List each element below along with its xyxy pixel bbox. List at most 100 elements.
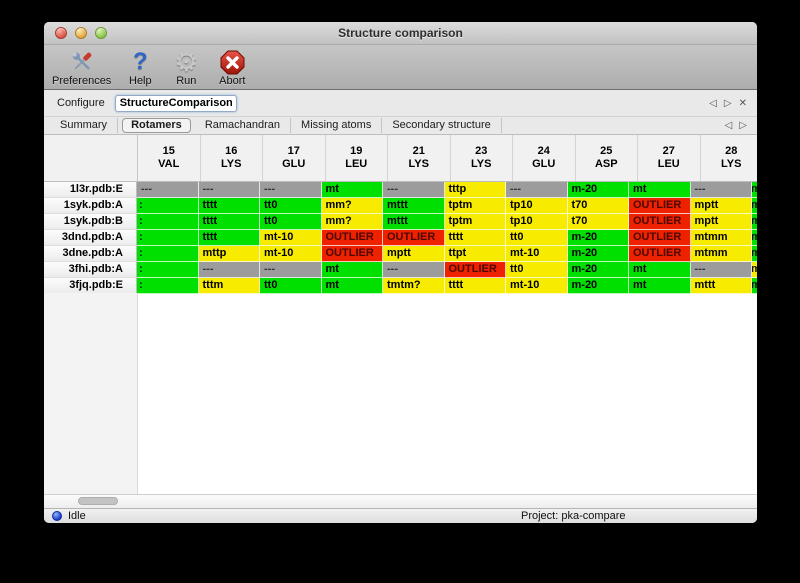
rotamer-cell[interactable]: OUTLIER	[321, 230, 383, 246]
rotamer-cell[interactable]: mttp	[198, 246, 260, 262]
rotamer-cell[interactable]: mt	[629, 182, 691, 198]
rotamer-cell[interactable]: tptm	[444, 198, 506, 214]
tab-ramachandran[interactable]: Ramachandran	[195, 118, 292, 133]
column-header[interactable]: 16 LYS	[201, 135, 263, 181]
close-window-button[interactable]	[55, 27, 67, 39]
rotamer-cell[interactable]: tttt	[444, 278, 506, 294]
next-config-button[interactable]: ▷	[723, 97, 732, 109]
rotamer-cell[interactable]: m-20	[567, 246, 629, 262]
row-header[interactable]: 3dnd.pdb:A	[44, 230, 137, 246]
column-header[interactable]: 25 ASP	[576, 135, 638, 181]
rotamer-cell[interactable]: tt0	[506, 262, 568, 278]
help-button[interactable]: ? Help	[123, 49, 157, 88]
column-header[interactable]: 17 GLU	[263, 135, 326, 181]
configure-name-input[interactable]	[114, 94, 237, 112]
rotamer-cell[interactable]: :	[137, 262, 199, 278]
rotamer-cell[interactable]: OUTLIER	[321, 246, 383, 262]
tab-missing-atoms[interactable]: Missing atoms	[291, 118, 383, 133]
rotamer-cell[interactable]: mt	[629, 262, 691, 278]
rotamer-cell[interactable]: OUTLIER	[629, 246, 691, 262]
rotamer-cell[interactable]: mt-10	[506, 246, 568, 262]
column-header[interactable]: 24 GLU	[513, 135, 576, 181]
column-header[interactable]: 23 LYS	[451, 135, 513, 181]
row-header[interactable]: 1syk.pdb:A	[44, 198, 137, 214]
rotamer-cell[interactable]: ---	[690, 262, 752, 278]
rotamer-cell[interactable]: mt-10	[506, 278, 568, 294]
minimize-window-button[interactable]	[75, 27, 87, 39]
rotamer-cell[interactable]: mm?	[321, 198, 383, 214]
tab-summary[interactable]: Summary	[50, 118, 119, 133]
column-header[interactable]: 28 LYS	[701, 135, 758, 181]
rotamer-cell[interactable]: tttt	[198, 230, 260, 246]
rotamer-cell[interactable]: m-20	[567, 230, 629, 246]
rotamer-cell[interactable]: mt-10	[260, 230, 322, 246]
zoom-window-button[interactable]	[95, 27, 107, 39]
rotamer-cell[interactable]: ---	[383, 182, 445, 198]
tab-rotamers[interactable]: Rotamers	[122, 118, 191, 133]
rotamer-cell[interactable]: OUTLIER	[629, 230, 691, 246]
rotamer-cell[interactable]: OUTLIER	[629, 214, 691, 230]
rotamer-cell[interactable]: mt-10	[260, 246, 322, 262]
row-header[interactable]: 1syk.pdb:B	[44, 214, 137, 230]
rotamer-cell[interactable]: ---	[690, 182, 752, 198]
rotamer-cell[interactable]: :	[137, 278, 199, 294]
rotamer-cell[interactable]: mt	[321, 182, 383, 198]
horizontal-scrollbar[interactable]	[44, 494, 757, 508]
rotamer-cell[interactable]: tptm	[444, 214, 506, 230]
rotamer-cell[interactable]: tt0	[260, 198, 322, 214]
column-header[interactable]: 21 LYS	[388, 135, 451, 181]
rotamer-cell[interactable]: tt0	[260, 278, 322, 294]
rotamer-cell[interactable]: :	[137, 214, 199, 230]
rotamer-cell[interactable]: ---	[383, 262, 445, 278]
rotamer-cell[interactable]: OUTLIER	[383, 230, 445, 246]
rotamer-cell[interactable]: OUTLIER	[629, 198, 691, 214]
column-header[interactable]: 19 LEU	[326, 135, 388, 181]
rotamer-cell[interactable]: tt0	[506, 230, 568, 246]
rotamer-cell[interactable]: mt	[629, 278, 691, 294]
abort-button[interactable]: Abort	[215, 49, 249, 87]
rotamer-cell[interactable]: t70	[567, 214, 629, 230]
rotamer-cell[interactable]: m-20	[567, 278, 629, 294]
column-header[interactable]: 15 VAL	[138, 135, 201, 181]
prev-tab-button[interactable]: ◁	[724, 120, 733, 131]
rotamer-cell[interactable]: tt0	[260, 214, 322, 230]
rotamer-cell[interactable]: tmtm?	[383, 278, 445, 294]
rotamer-cell[interactable]: :	[137, 246, 199, 262]
rotamer-cell[interactable]: tp10	[506, 214, 568, 230]
rotamer-cell[interactable]: tttt	[444, 230, 506, 246]
row-header[interactable]: 1l3r.pdb:E	[44, 182, 137, 198]
rotamer-cell[interactable]: ---	[198, 182, 260, 198]
rotamer-cell[interactable]: ---	[506, 182, 568, 198]
tab-secondary-structure[interactable]: Secondary structure	[382, 118, 502, 133]
rotamer-cell[interactable]: tttt	[198, 214, 260, 230]
rotamer-cell[interactable]: mttt	[690, 278, 752, 294]
row-header[interactable]: 3fjq.pdb:E	[44, 278, 137, 294]
row-header[interactable]: 3fhi.pdb:A	[44, 262, 137, 278]
rotamer-cell[interactable]: mptt	[690, 198, 752, 214]
rotamer-cell[interactable]: ---	[137, 182, 199, 198]
run-button[interactable]: ⚙ Run	[169, 49, 203, 88]
rotamer-cell[interactable]: tttm	[198, 278, 260, 294]
rotamer-cell[interactable]: mm?	[321, 214, 383, 230]
column-header[interactable]: 27 LEU	[638, 135, 701, 181]
rotamer-cell[interactable]: t70	[567, 198, 629, 214]
rotamer-cell[interactable]: mtmm	[690, 230, 752, 246]
rotamer-cell[interactable]: mptt	[690, 214, 752, 230]
rotamer-cell[interactable]: ttpt	[444, 246, 506, 262]
rotamer-cell[interactable]: m-20	[567, 262, 629, 278]
rotamer-cell[interactable]: ---	[260, 182, 322, 198]
rotamer-cell[interactable]: mtmm	[690, 246, 752, 262]
close-config-button[interactable]: ✕	[738, 97, 747, 109]
rotamer-cell[interactable]: ---	[198, 262, 260, 278]
rotamer-cell[interactable]: mttt	[383, 214, 445, 230]
rotamer-cell[interactable]: mttt	[383, 198, 445, 214]
row-header[interactable]: 3dne.pdb:A	[44, 246, 137, 262]
rotamer-cell[interactable]: mt	[321, 262, 383, 278]
rotamer-cell[interactable]: m-20	[567, 182, 629, 198]
rotamer-cell[interactable]: :	[137, 230, 199, 246]
rotamer-cell[interactable]: tttp	[444, 182, 506, 198]
rotamer-cell[interactable]: mptt	[383, 246, 445, 262]
rotamer-cell[interactable]: OUTLIER	[444, 262, 506, 278]
prev-config-button[interactable]: ◁	[709, 97, 717, 109]
next-tab-button[interactable]: ▷	[739, 120, 747, 131]
